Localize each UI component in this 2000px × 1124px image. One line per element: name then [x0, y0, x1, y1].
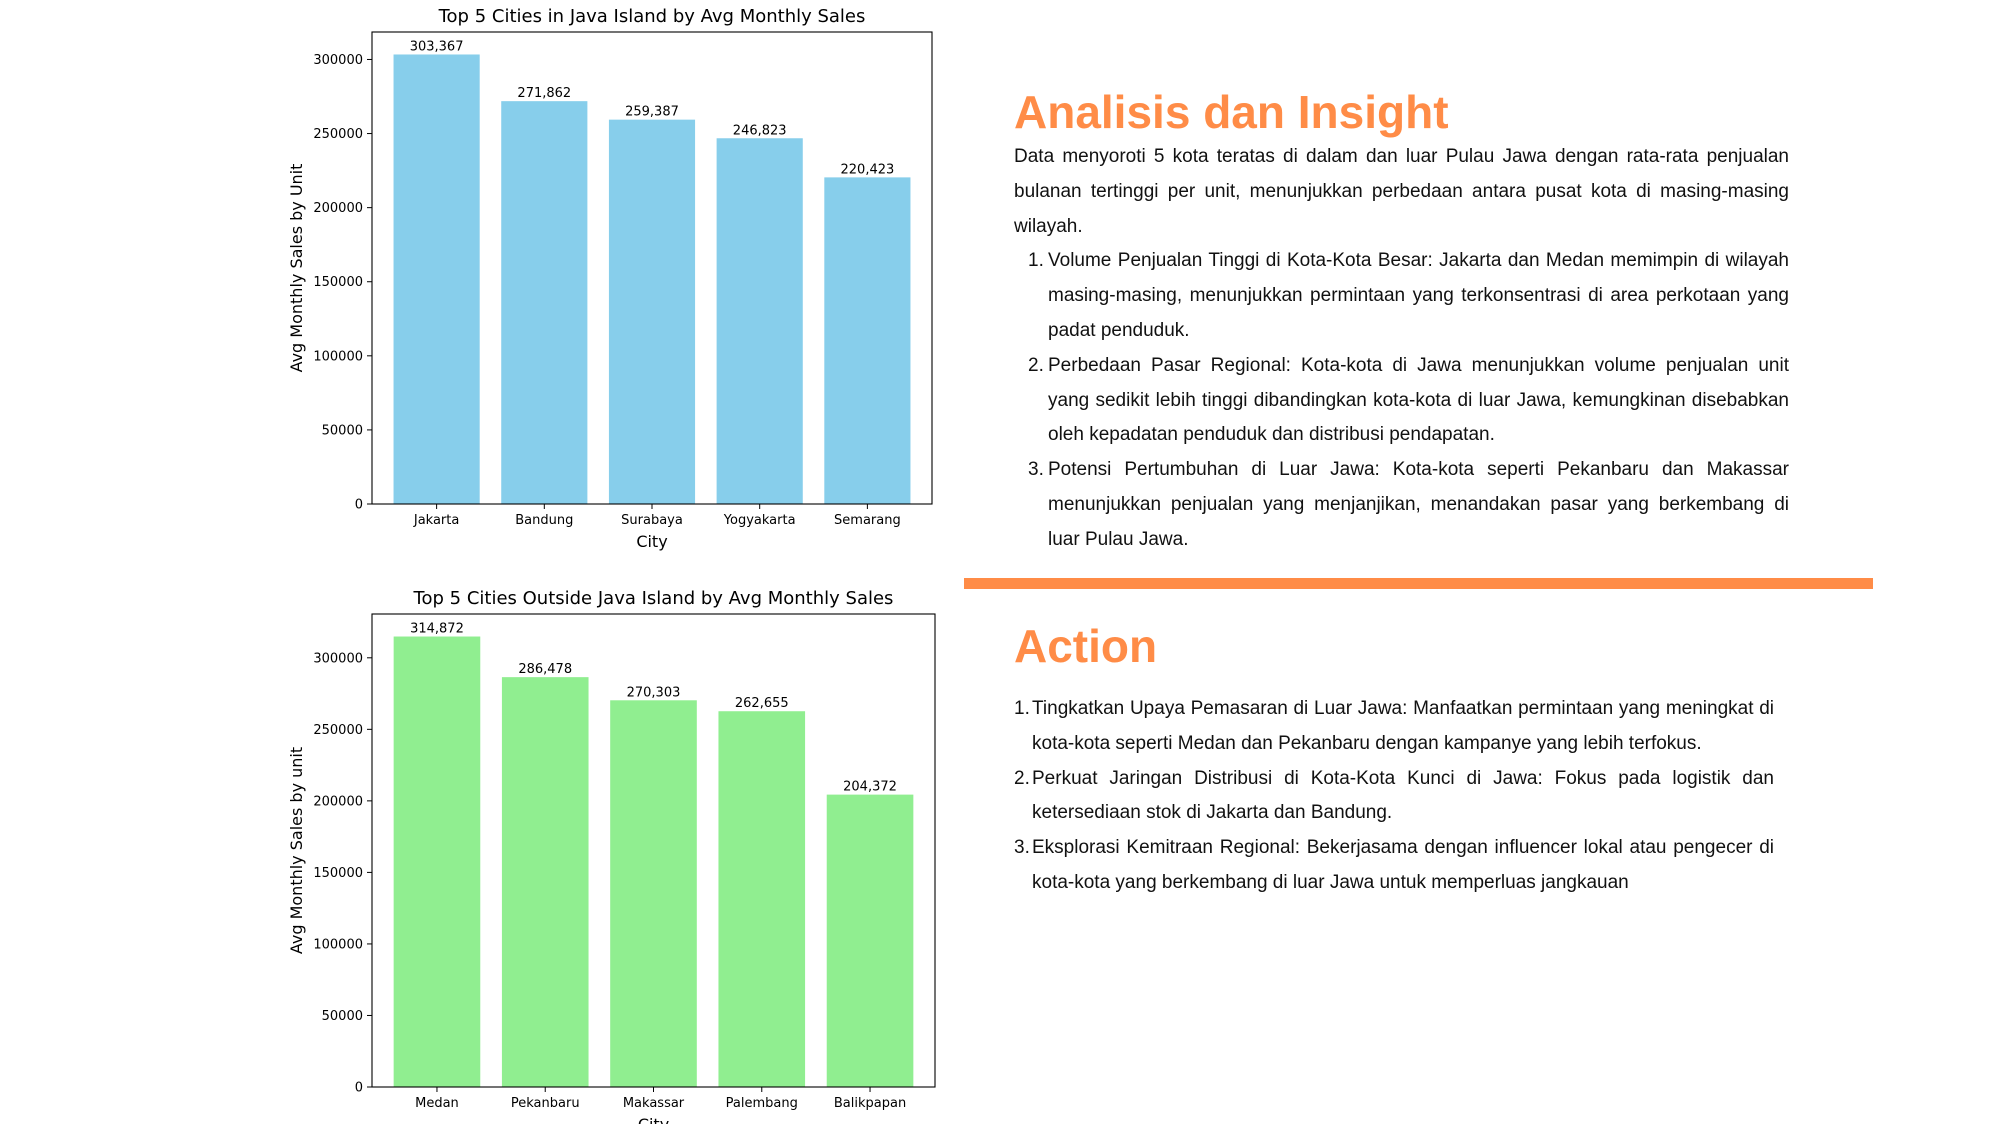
action-section: Action 1. Tingkatkan Upaya Pemasaran di L…: [1014, 618, 1774, 901]
y-axis-label: Avg Monthly Sales by Unit: [287, 164, 306, 373]
bar: [824, 177, 911, 504]
bar-value-label: 262,655: [735, 696, 789, 711]
bar-value-label: 271,862: [517, 86, 571, 101]
outside-java-cities-chart-svg: Top 5 Cities Outside Java Island by Avg …: [287, 588, 936, 1124]
bar-value-label: 286,478: [518, 662, 572, 677]
bar: [608, 119, 696, 505]
action-item: 2. Perkuat Jaringan Distribusi di Kota-Ko…: [1014, 762, 1774, 832]
insight-item: 1. Volume Penjualan Tinggi di Kota-Kota B…: [1014, 244, 1789, 348]
java-cities-chart: Top 5 Cities in Java Island by Avg Month…: [0, 0, 960, 570]
x-tick-label: Medan: [415, 1096, 459, 1111]
y-tick-label: 50000: [322, 423, 363, 438]
bar: [393, 54, 480, 504]
y-axis-label: Avg Monthly Sales by unit: [287, 747, 306, 954]
y-tick-label: 300000: [313, 53, 363, 68]
y-tick-label: 0: [355, 498, 363, 513]
action-heading: Action: [1014, 620, 1158, 672]
y-tick-label: 100000: [313, 349, 363, 364]
x-tick-label: Palembang: [726, 1096, 798, 1111]
x-tick-label: Makassar: [623, 1096, 685, 1111]
y-tick-label: 200000: [313, 794, 363, 809]
action-item: 3. Eksplorasi Kemitraan Regional: Bekerja…: [1014, 831, 1774, 901]
insight-item: 2. Perbedaan Pasar Regional: Kota-kota di…: [1014, 349, 1789, 453]
x-tick-label: Balikpapan: [834, 1096, 906, 1111]
bar: [393, 636, 481, 1087]
bar: [501, 677, 589, 1087]
chart-title: Top 5 Cities in Java Island by Avg Month…: [438, 6, 866, 27]
y-tick-label: 50000: [322, 1009, 363, 1024]
action-item-text: Perkuat Jaringan Distribusi di Kota-Kota…: [1032, 767, 1774, 824]
insight-item-number: 3.: [1028, 459, 1044, 481]
bar-value-label: 270,303: [627, 685, 681, 700]
x-tick-label: Bandung: [515, 513, 573, 528]
bar-value-label: 204,372: [843, 780, 897, 795]
bar: [610, 700, 697, 1087]
action-list: 1. Tingkatkan Upaya Pemasaran di Luar Jaw…: [1014, 692, 1774, 901]
bar-value-label: 246,823: [733, 123, 787, 138]
x-axis-label: City: [638, 1115, 669, 1124]
section-divider: [964, 578, 1873, 589]
insight-list: 1. Volume Penjualan Tinggi di Kota-Kota B…: [1014, 244, 1789, 557]
insight-item-number: 2.: [1028, 354, 1044, 376]
x-tick-label: Semarang: [834, 513, 901, 528]
insight-item-number: 1.: [1028, 250, 1044, 272]
insight-intro: Data menyoroti 5 kota teratas di dalam d…: [1014, 146, 1789, 237]
x-tick-label: Surabaya: [621, 513, 683, 528]
action-item: 1. Tingkatkan Upaya Pemasaran di Luar Jaw…: [1014, 692, 1774, 762]
insight-section: Analisis dan Insight Data menyoroti 5 ko…: [1014, 84, 1789, 558]
bar: [718, 711, 806, 1087]
plot-frame: [371, 31, 933, 505]
bar: [826, 794, 914, 1087]
y-tick-label: 150000: [313, 866, 363, 881]
y-tick-label: 200000: [313, 201, 363, 216]
bar: [501, 101, 588, 504]
y-tick-label: 100000: [313, 937, 363, 952]
y-tick-label: 0: [355, 1081, 363, 1096]
insight-heading: Analisis dan Insight: [1014, 86, 1449, 138]
x-tick-label: Yogyakarta: [723, 513, 796, 528]
bar-value-label: 259,387: [625, 105, 679, 120]
action-item-number: 3.: [1014, 837, 1030, 859]
y-tick-label: 300000: [313, 651, 363, 666]
plot-frame: [371, 613, 936, 1088]
java-cities-chart-svg: Top 5 Cities in Java Island by Avg Month…: [287, 6, 933, 551]
action-item-number: 2.: [1014, 767, 1030, 789]
action-item-text: Eksplorasi Kemitraan Regional: Bekerjasa…: [1032, 837, 1774, 893]
x-axis-label: City: [636, 532, 667, 551]
chart-title: Top 5 Cities Outside Java Island by Avg …: [413, 588, 894, 609]
y-tick-label: 250000: [313, 127, 363, 142]
x-tick-label: Pekanbaru: [511, 1096, 580, 1111]
outside-java-cities-chart: Top 5 Cities Outside Java Island by Avg …: [0, 574, 960, 1124]
insight-item-text: Perbedaan Pasar Regional: Kota-kota di J…: [1048, 354, 1789, 446]
bar-value-label: 303,367: [410, 39, 464, 54]
insight-item-text: Volume Penjualan Tinggi di Kota-Kota Bes…: [1048, 250, 1789, 341]
y-tick-label: 250000: [313, 723, 363, 738]
bar: [716, 138, 803, 505]
y-tick-label: 150000: [313, 275, 363, 290]
x-tick-label: Jakarta: [413, 513, 459, 528]
insight-item-text: Potensi Pertumbuhan di Luar Jawa: Kota-k…: [1048, 459, 1789, 550]
bar-value-label: 220,423: [841, 162, 895, 177]
insight-item: 3. Potensi Pertumbuhan di Luar Jawa: Kota…: [1014, 453, 1789, 557]
bar-value-label: 314,872: [410, 622, 464, 637]
action-item-number: 1.: [1014, 698, 1030, 719]
action-item-text: Tingkatkan Upaya Pemasaran di Luar Jawa:…: [1032, 698, 1774, 754]
